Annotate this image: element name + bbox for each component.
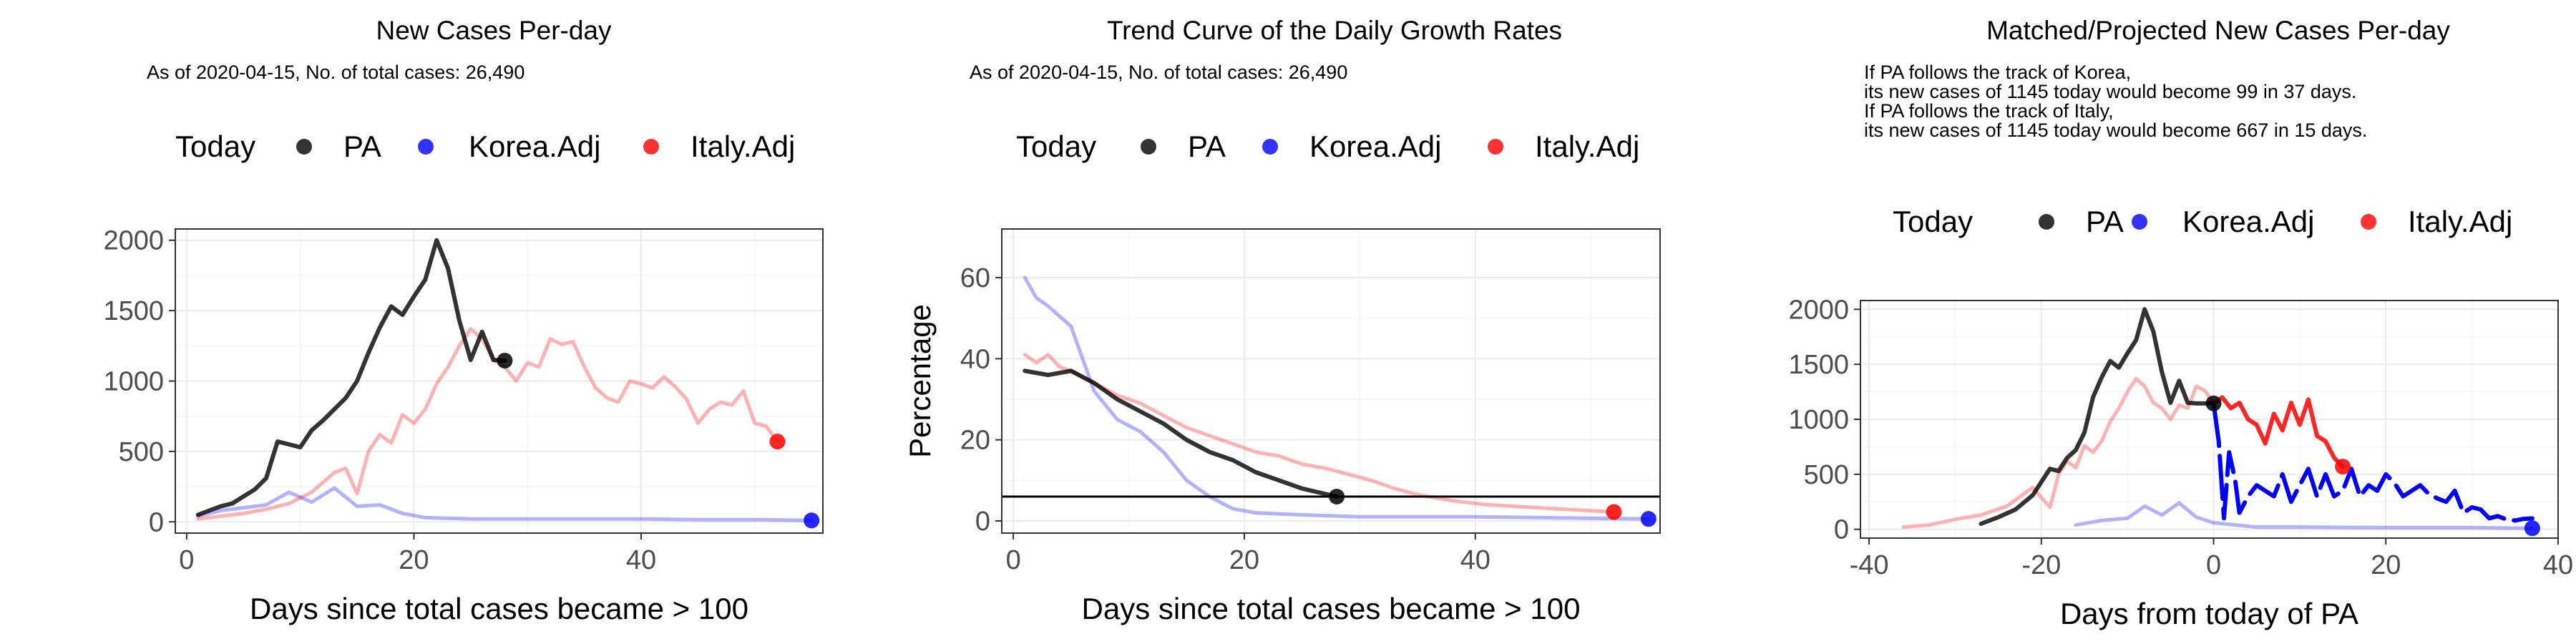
y-axis-title: Percentage bbox=[903, 304, 937, 458]
y-tick-label: 1000 bbox=[1788, 405, 1849, 435]
x-tick-label: 40 bbox=[1460, 545, 1491, 575]
today-point-italy-adj bbox=[2335, 459, 2351, 475]
x-tick-label: 0 bbox=[1006, 545, 1021, 575]
series-line-korea-adj-matched- bbox=[2074, 501, 2534, 530]
legend-label: Italy.Adj bbox=[1535, 130, 1639, 163]
series-group bbox=[195, 238, 814, 522]
chart-subtitle: If PA follows the track of Korea, bbox=[1864, 62, 2131, 83]
legend-marker-pa bbox=[296, 139, 312, 155]
legend-title: Today bbox=[1893, 205, 1973, 238]
plot-background bbox=[1002, 229, 1660, 533]
chart-subtitle: its new cases of 1145 today would become… bbox=[1864, 119, 2367, 141]
y-tick-label: 0 bbox=[149, 507, 164, 537]
series-line-korea-adj bbox=[1023, 275, 1651, 521]
series-line-korea-adj bbox=[196, 486, 814, 522]
x-axis-title: Days since total cases became > 100 bbox=[1082, 592, 1581, 625]
x-tick-label: -40 bbox=[1850, 550, 1889, 580]
legend-label: PA bbox=[2086, 205, 2124, 238]
x-tick-label: 40 bbox=[626, 545, 656, 575]
chart-title: Trend Curve of the Daily Growth Rates bbox=[1107, 16, 1562, 45]
legend: Today PA Korea.Adj Italy.Adj bbox=[1016, 130, 1639, 163]
x-tick-label: 20 bbox=[1229, 545, 1259, 575]
y-tick-label: 500 bbox=[119, 437, 164, 467]
chart-panel-1: New Cases Per-day As of 2020-04-15, No. o… bbox=[103, 16, 824, 625]
legend-marker-italy-adj bbox=[1488, 139, 1503, 155]
y-tick-label: 1000 bbox=[103, 367, 164, 397]
legend-marker-italy-adj bbox=[2361, 214, 2376, 230]
chart-panel-2: Trend Curve of the Daily Growth Rates As … bbox=[903, 16, 1661, 625]
series-group bbox=[1901, 307, 2534, 530]
today-point-pa bbox=[497, 352, 513, 369]
panel-border bbox=[1001, 228, 1661, 534]
y-tick-label: 1500 bbox=[1788, 350, 1849, 380]
series-line-pa bbox=[195, 238, 507, 517]
today-point-italy-adj bbox=[1606, 504, 1622, 520]
y-tick-label: 2000 bbox=[103, 226, 164, 256]
chart-title: New Cases Per-day bbox=[376, 16, 612, 45]
y-tick-label: 0 bbox=[1834, 515, 1849, 545]
today-point-pa bbox=[2205, 395, 2222, 411]
x-tick-label: 40 bbox=[2543, 550, 2573, 580]
today-point-italy-adj bbox=[769, 434, 786, 450]
series-group bbox=[1023, 275, 1651, 521]
legend-marker-korea-adj bbox=[1262, 139, 1278, 155]
y-tick-label: 2000 bbox=[1788, 295, 1849, 325]
legend: Today PA Korea.Adj Italy.Adj bbox=[175, 130, 795, 163]
today-point-korea-adj bbox=[804, 512, 820, 529]
legend-label: Korea.Adj bbox=[1309, 130, 1441, 163]
series-line-pa bbox=[1979, 307, 2216, 526]
legend-label: Italy.Adj bbox=[2408, 205, 2512, 238]
today-point-korea-adj bbox=[2524, 520, 2540, 537]
chart-subtitle: As of 2020-04-15, No. of total cases: 26… bbox=[970, 62, 1347, 83]
legend-label: Korea.Adj bbox=[2182, 205, 2314, 238]
legend: Today PA Korea.Adj Italy.Adj bbox=[1893, 205, 2512, 238]
x-axis-title: Days since total cases became > 100 bbox=[250, 592, 748, 625]
chart-subtitle: As of 2020-04-15, No. of total cases: 26… bbox=[147, 62, 525, 83]
legend-label: PA bbox=[1188, 130, 1226, 163]
x-tick-label: -20 bbox=[2021, 550, 2061, 580]
today-point-pa bbox=[1329, 489, 1345, 504]
chart-panel-3: Matched/Projected New Cases Per-day If PA… bbox=[1788, 16, 2573, 630]
x-tick-label: 0 bbox=[179, 545, 194, 575]
series-line-korea-projection bbox=[2211, 401, 2534, 523]
legend-label: Korea.Adj bbox=[469, 130, 600, 163]
chart-title: Matched/Projected New Cases Per-day bbox=[1986, 16, 2450, 45]
chart-subtitle: If PA follows the track of Italy, bbox=[1864, 100, 2114, 122]
series-line-italy-projection bbox=[2211, 395, 2346, 469]
x-axis-title: Days from today of PA bbox=[2060, 597, 2358, 630]
x-tick-label: 0 bbox=[2206, 550, 2221, 580]
legend-label: Italy.Adj bbox=[691, 130, 795, 163]
legend-marker-korea-adj bbox=[418, 139, 434, 155]
legend-label: PA bbox=[343, 130, 381, 163]
y-tick-label: 40 bbox=[960, 344, 990, 374]
legend-title: Today bbox=[175, 130, 255, 163]
legend-marker-italy-adj bbox=[643, 139, 659, 155]
y-tick-label: 20 bbox=[960, 426, 990, 456]
series-line-pa bbox=[1023, 369, 1340, 499]
today-point-korea-adj bbox=[1640, 511, 1657, 527]
x-tick-label: 20 bbox=[399, 545, 429, 575]
y-tick-label: 500 bbox=[1804, 460, 1849, 490]
y-tick-label: 60 bbox=[960, 263, 990, 293]
legend-marker-korea-adj bbox=[2132, 214, 2147, 230]
legend-title: Today bbox=[1016, 130, 1096, 163]
series-line-italy-adj bbox=[196, 327, 779, 521]
series-line-italy-adj-matched- bbox=[1901, 376, 2215, 530]
y-tick-label: 0 bbox=[975, 507, 990, 537]
legend-marker-pa bbox=[2039, 214, 2054, 230]
x-tick-label: 20 bbox=[2371, 550, 2401, 580]
y-tick-label: 1500 bbox=[103, 296, 164, 326]
legend-marker-pa bbox=[1141, 139, 1156, 155]
chart-subtitle: its new cases of 1145 today would become… bbox=[1864, 81, 2356, 102]
